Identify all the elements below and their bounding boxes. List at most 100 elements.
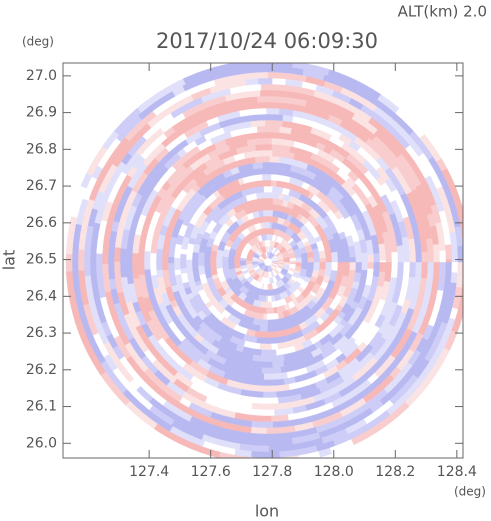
radar-cell	[271, 300, 279, 309]
radar-cell	[255, 191, 270, 200]
y-tick-label: 26.7	[26, 178, 57, 194]
radar-cell	[277, 396, 289, 404]
radar-cell	[271, 173, 282, 182]
radar-cell	[262, 301, 273, 309]
radar-cell	[257, 215, 267, 224]
radar-cell	[270, 325, 277, 333]
radar-cell	[267, 283, 274, 291]
radar-cell	[349, 256, 357, 263]
radar-cell	[260, 349, 271, 357]
radar-cell	[245, 78, 259, 86]
radar-cell	[265, 215, 270, 223]
radar-cell	[131, 252, 139, 267]
radar-cell	[221, 256, 229, 263]
radar-cell	[185, 259, 193, 268]
radar-cell	[262, 209, 274, 217]
radar-cell	[197, 265, 206, 276]
radar-cell	[262, 391, 277, 399]
radar-cell	[203, 256, 211, 267]
radar-cell	[439, 250, 447, 263]
radar-cell	[260, 83, 283, 91]
radar-cell	[233, 258, 241, 264]
x-tick-label: 127.4	[129, 464, 169, 480]
radar-cell	[265, 361, 273, 369]
radar-cell	[258, 167, 268, 175]
radar-cell	[396, 245, 405, 263]
radar-cell	[71, 263, 79, 280]
radar-cell	[426, 261, 435, 279]
radar-cell	[125, 247, 133, 274]
radar-cell	[444, 244, 453, 260]
radar-cell	[355, 251, 363, 263]
radar-cell	[250, 420, 274, 429]
radar-cell	[214, 63, 235, 74]
radar-cell	[361, 252, 369, 260]
radar-cell	[452, 195, 463, 226]
radar-cell	[432, 244, 441, 262]
radar-cell	[266, 325, 272, 333]
radar-cell	[197, 251, 205, 266]
radar-cell	[319, 253, 327, 259]
radar-cell	[408, 261, 417, 278]
radar-cell	[457, 245, 463, 263]
radar-cell	[261, 367, 282, 375]
radar-cell	[239, 260, 247, 266]
x-tick-label: 128.0	[314, 464, 354, 480]
radar-cell	[256, 95, 288, 104]
radar-cell	[209, 261, 217, 270]
radar-cell	[263, 289, 271, 297]
radar-cell	[267, 113, 284, 122]
chart-title: 2017/10/24 06:09:30	[156, 29, 378, 53]
radar-cell	[319, 261, 327, 271]
radar-cell	[260, 89, 285, 97]
radar-field	[65, 63, 463, 458]
radar-cell	[361, 261, 369, 271]
radar-cell	[331, 260, 339, 263]
y-tick-label: 26.9	[26, 105, 57, 121]
radar-cell	[265, 119, 284, 128]
radar-cell	[337, 261, 345, 274]
radar-cell	[258, 77, 273, 85]
x-tick-label: 128.2	[375, 464, 415, 480]
radar-cell	[267, 319, 273, 327]
radar-cell	[284, 455, 299, 458]
radar-cell	[259, 227, 267, 236]
radar-cell	[312, 252, 321, 259]
radar-cell	[233, 262, 241, 269]
radar-cell	[433, 260, 441, 263]
radar-cell	[460, 224, 463, 245]
radar-cell	[445, 259, 453, 263]
radar-cell	[451, 261, 459, 274]
radar-cell	[174, 269, 182, 276]
radar-cell	[269, 191, 281, 200]
radar-cell	[209, 255, 217, 262]
altitude: ALT(km) 2.0	[398, 3, 487, 21]
radar-cell	[337, 259, 345, 263]
radar-cell	[266, 312, 279, 321]
radar-cell	[325, 257, 333, 263]
radar-cell	[325, 261, 333, 269]
radar-cell	[355, 261, 363, 274]
radar-cell	[319, 257, 327, 263]
radar-cell	[167, 256, 175, 264]
y-tick-label: 26.2	[26, 362, 57, 378]
radar-cell	[179, 253, 187, 269]
radar-cell	[167, 262, 176, 277]
radar-cell	[227, 253, 235, 263]
radar-cell	[221, 261, 230, 272]
radar-cell	[390, 261, 399, 279]
radar-cell	[255, 143, 273, 151]
radar-cell	[372, 261, 381, 278]
radar-cell	[265, 227, 269, 235]
radar-cell	[373, 253, 381, 263]
radar-cell	[191, 266, 200, 276]
y-label: lat	[0, 250, 19, 271]
radar-cell	[264, 433, 285, 441]
radar-cell	[179, 267, 187, 274]
radar-cell	[251, 101, 274, 110]
radar-cell	[343, 250, 351, 263]
radar-cell	[367, 254, 375, 263]
radar-cell	[409, 251, 417, 263]
radar-cell	[267, 295, 272, 303]
radar-cell	[276, 378, 285, 386]
